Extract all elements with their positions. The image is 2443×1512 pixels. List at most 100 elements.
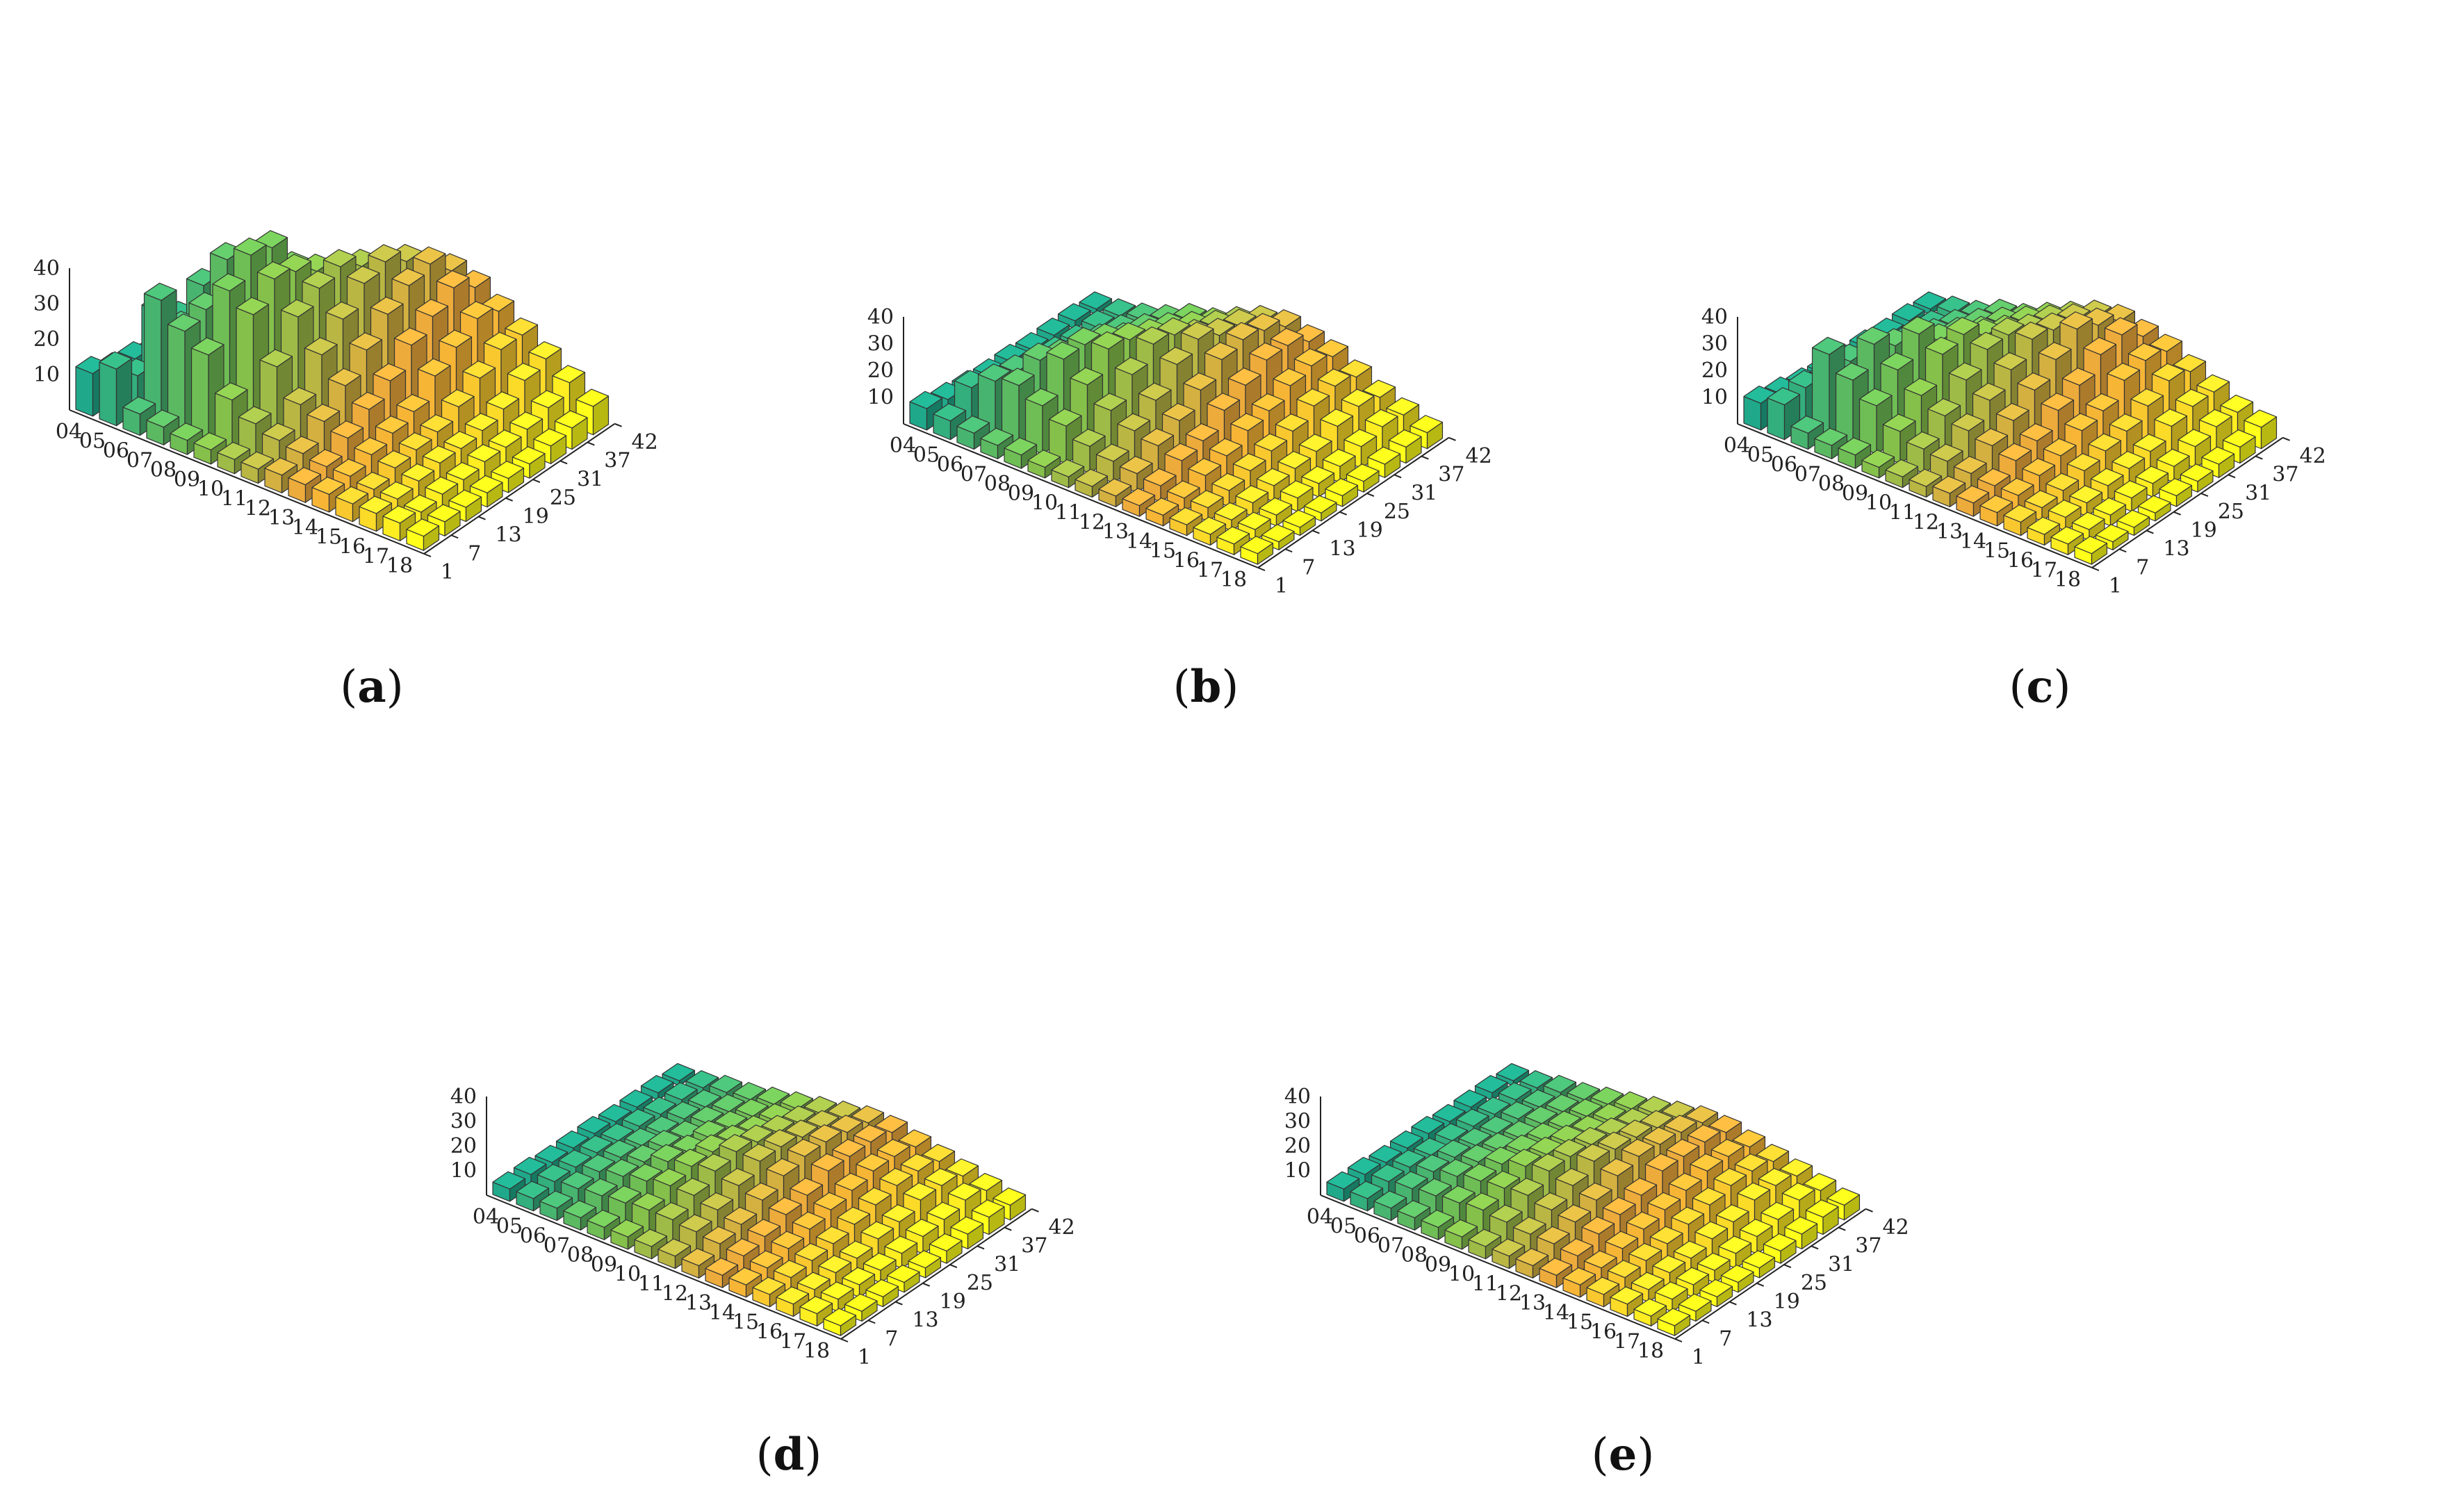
bar-top-face [1512, 1216, 1546, 1235]
bar-top-face [865, 1279, 899, 1297]
bar-top-face [664, 1082, 698, 1101]
y-axis [1674, 1208, 1867, 1340]
bar-top-face [256, 261, 291, 280]
bar-top-face [146, 409, 180, 428]
bar-top-face [1687, 1124, 1721, 1143]
y-tick-mark [1394, 474, 1402, 479]
bar-top-face [190, 337, 224, 356]
bar-top-face [1298, 434, 1332, 452]
bar-top-face [2045, 472, 2080, 491]
bar-top-face [657, 1238, 692, 1257]
bar-top-face [555, 1130, 589, 1149]
bar-top-face [238, 406, 272, 425]
y-tick-mark [2228, 474, 2236, 479]
y-tick-mark [532, 479, 541, 483]
x-tick-label: 14 [1126, 529, 1152, 554]
caption-b: (b) [1173, 661, 1239, 713]
bar [634, 1228, 668, 1260]
bar-top-face [1277, 450, 1312, 470]
bar-top-face [1581, 1216, 1615, 1235]
bar-top-face [2135, 466, 2169, 484]
bar-top-face [356, 471, 390, 491]
bar-top-face [1649, 1226, 1683, 1244]
bar-top-face [1421, 1209, 1455, 1228]
bar-top-face [1663, 1115, 1697, 1133]
y-tick-mark [1257, 567, 1266, 571]
bar-top-face [193, 432, 227, 451]
bar-top-face [1936, 295, 1970, 314]
x-tick-label: 05 [1330, 1215, 1357, 1239]
bar-top-face [1317, 368, 1351, 387]
bar-top-face [607, 1185, 642, 1204]
bar-top-face [441, 389, 475, 408]
bar-top-face [516, 1181, 550, 1199]
bar-top-face [653, 1168, 687, 1187]
bar [1240, 536, 1274, 565]
y-tick-mark [1448, 436, 1456, 441]
y-tick-label: 13 [2163, 537, 2189, 561]
bar [1560, 1238, 1594, 1274]
bar-top-face [1610, 1286, 1644, 1305]
bar-top-face [676, 1177, 710, 1197]
bar [1259, 497, 1293, 527]
bar-top-face [1626, 1211, 1660, 1230]
bar-top-face [673, 1149, 708, 1167]
bar-top-face [462, 360, 496, 379]
bar [1216, 526, 1250, 555]
x-tick-label: 15 [1150, 539, 1176, 564]
bar [2222, 429, 2256, 464]
bar-top-face [790, 1177, 824, 1196]
bar-top-face [170, 422, 204, 441]
y-tick-label: 13 [495, 523, 521, 548]
bar-top-face [1781, 1182, 1815, 1201]
x-tick-label: 16 [1590, 1320, 1617, 1345]
bar-top-face [782, 1105, 816, 1124]
bar-top-face [1951, 413, 1985, 432]
z-tick-label: 30 [1284, 1110, 1311, 1134]
bar-top-face [711, 1094, 745, 1112]
bar [261, 422, 295, 470]
bar [1421, 1209, 1455, 1240]
bar-top-face [2090, 468, 2124, 486]
bar-top-face [874, 1115, 908, 1133]
bar-top-face [1614, 1091, 1648, 1110]
bar-top-face [322, 249, 357, 268]
bar [516, 1181, 550, 1212]
bar-top-face [351, 391, 385, 410]
bar-top-face [330, 420, 364, 439]
bar-top-face [1474, 1075, 1508, 1094]
bar-top-face [420, 414, 454, 433]
bar-top-face [2027, 516, 2061, 535]
bar [122, 396, 156, 436]
x-axis [1737, 423, 2093, 568]
x-tick-label: 16 [2007, 549, 2034, 573]
bar [1562, 1267, 1596, 1298]
bar-top-face [1742, 1250, 1776, 1269]
y-tick-mark [2118, 548, 2127, 553]
bar-top-face [505, 317, 539, 336]
bar-top-face [813, 1192, 847, 1210]
bar-top-face [908, 1250, 942, 1269]
bar [933, 403, 967, 441]
bar-top-face [240, 451, 275, 470]
bar [950, 1216, 984, 1249]
bar-top-face [796, 1272, 831, 1290]
bar-top-face [375, 416, 409, 434]
bar-top-face [1341, 388, 1375, 407]
z-tick-label: 20 [1701, 359, 1728, 383]
bar [1657, 1308, 1691, 1336]
x-tick-label: 07 [1795, 462, 1821, 486]
bar [1193, 516, 1227, 546]
bar-front-face [99, 361, 117, 427]
y-tick-label: 13 [1329, 537, 1355, 561]
bar-top-face [1637, 1096, 1672, 1115]
z-tick-label: 10 [1284, 1159, 1311, 1183]
bar-top-face [467, 444, 501, 463]
bar-top-face [903, 1182, 937, 1201]
bar-top-face [2220, 394, 2254, 413]
bar-top-face [1732, 1129, 1766, 1148]
bar-top-face [1188, 458, 1222, 477]
bar-top-face [377, 450, 411, 469]
bar [1492, 1238, 1526, 1269]
bar-top-face [302, 270, 336, 289]
